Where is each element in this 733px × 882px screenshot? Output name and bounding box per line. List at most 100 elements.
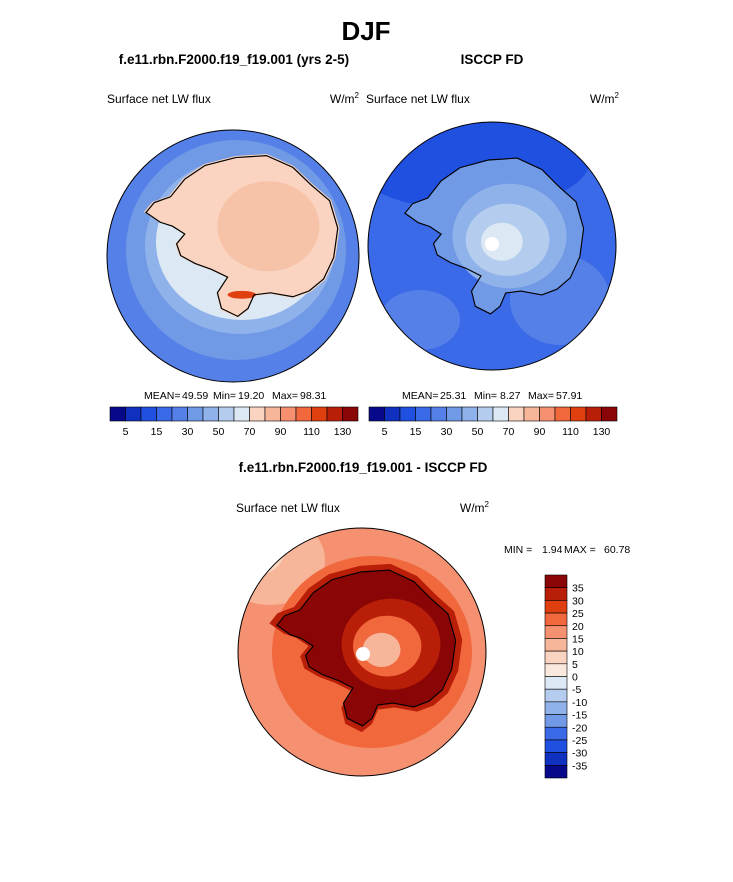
- stat-max-value: 57.91: [556, 390, 582, 402]
- stat-min-value: 19.20: [238, 390, 264, 402]
- colorbar-swatch: [461, 406, 478, 422]
- field-interior-warm: [217, 181, 320, 272]
- colorbar-swatch: [446, 406, 463, 422]
- colorbar-swatch: [554, 406, 571, 422]
- colorbar-tick-label: -35: [572, 760, 587, 772]
- colorbar-swatch: [544, 600, 568, 614]
- missing-pole: [356, 647, 370, 661]
- panel-obs-map: [368, 122, 616, 370]
- colorbar-swatch: [125, 406, 142, 422]
- colorbar-swatch: [295, 406, 312, 422]
- stat-max-label: Max=: [528, 390, 554, 402]
- colorbar-swatch: [544, 625, 568, 639]
- colorbar-swatch: [171, 406, 188, 422]
- colorbar-swatch: [311, 406, 328, 422]
- panel-obs-case-title: ISCCP FD: [461, 52, 524, 67]
- panel-diff-variable: Surface net LW flux: [236, 501, 340, 515]
- colorbar-tick-label: 130: [334, 426, 352, 438]
- panel-model-colorbar: 5 15 30 50 70 90 110 130: [109, 406, 359, 438]
- colorbar-tick-label: 110: [562, 426, 579, 438]
- panel-diff-stats: MIN = 1.94 MAX = 60.78: [504, 544, 630, 556]
- panel-model-map-border: [106, 129, 360, 383]
- colorbar-tick-label: 90: [534, 426, 546, 438]
- panel-obs-variable: Surface net LW flux: [366, 92, 470, 106]
- missing-pole: [485, 237, 499, 251]
- colorbar-swatch: [544, 663, 568, 677]
- panel-model-map: [107, 130, 359, 382]
- colorbar-tick-label: 15: [151, 426, 163, 438]
- stat-max-label: Max=: [272, 390, 298, 402]
- colorbar-tick-label: 0: [572, 672, 578, 684]
- stat-min-value: 1.94: [542, 544, 563, 556]
- colorbar-tick-label: 25: [572, 608, 584, 620]
- colorbar-swatch: [109, 406, 126, 422]
- colorbar-tick-label: 30: [182, 426, 194, 438]
- colorbar-tick-label: 20: [572, 621, 584, 633]
- colorbar-swatch: [156, 406, 173, 422]
- colorbar-tick-label: -5: [572, 684, 581, 696]
- colorbar-swatch: [585, 406, 602, 422]
- panel-model-stats: MEAN= 49.59 Min= 19.20 Max= 98.31: [144, 390, 326, 402]
- colorbar-swatch: [202, 406, 219, 422]
- stat-min-label: MIN =: [504, 544, 532, 556]
- panel-obs-colorbar: 5 15 30 50 70 90 110 130: [368, 406, 618, 438]
- colorbar-tick-label: 30: [572, 595, 584, 607]
- colorbar-swatch: [342, 406, 359, 422]
- colorbar-swatch: [384, 406, 401, 422]
- colorbar-tick-label: 110: [303, 426, 320, 438]
- colorbar-swatch: [326, 406, 343, 422]
- stat-max-value: 98.31: [300, 390, 326, 402]
- panel-diff: f.e11.rbn.F2000.f19_f19.001 - ISCCP FD S…: [236, 460, 630, 779]
- field-interior-3: [481, 222, 523, 261]
- colorbar-swatch: [218, 406, 235, 422]
- colorbar-swatch: [544, 739, 568, 753]
- field-ross-peak: [227, 290, 257, 299]
- season-title: DJF: [341, 16, 390, 46]
- stat-max-value: 60.78: [604, 544, 630, 556]
- colorbar-swatch: [280, 406, 297, 422]
- colorbar-tick-label: -30: [572, 748, 587, 760]
- field-interior-3: [362, 632, 401, 667]
- colorbar-tick-label: 5: [123, 426, 129, 438]
- colorbar-swatch: [477, 406, 494, 422]
- colorbar-tick-label: 5: [572, 659, 578, 671]
- colorbar-tick-label: 30: [441, 426, 453, 438]
- colorbar-tick-label: 35: [572, 583, 584, 595]
- colorbar-tick-label: 5: [382, 426, 388, 438]
- colorbar-swatch: [140, 406, 157, 422]
- colorbar-swatch: [233, 406, 250, 422]
- colorbar-tick-label: 130: [593, 426, 611, 438]
- panel-model-case-title: f.e11.rbn.F2000.f19_f19.001 (yrs 2-5): [119, 52, 349, 67]
- stat-mean-label: MEAN=: [144, 390, 180, 402]
- stat-min-value: 8.27: [500, 390, 521, 402]
- colorbar-tick-label: -25: [572, 735, 587, 747]
- colorbar-swatch: [544, 638, 568, 652]
- stat-mean-value: 49.59: [182, 390, 208, 402]
- colorbar-swatch: [523, 406, 540, 422]
- colorbar-tick-label: 15: [410, 426, 422, 438]
- panel-diff-units: W/m2: [460, 500, 490, 515]
- colorbar-swatch: [601, 406, 618, 422]
- panel-model-units: W/m2: [330, 91, 360, 106]
- colorbar-swatch: [544, 612, 568, 627]
- colorbar-swatch: [399, 406, 416, 422]
- colorbar-swatch: [368, 406, 385, 422]
- colorbar-tick-label: -10: [572, 697, 587, 709]
- panel-diff-map: [238, 528, 486, 776]
- colorbar-tick-label: 70: [503, 426, 515, 438]
- colorbar-swatch: [508, 406, 525, 422]
- panel-obs-units: W/m2: [590, 91, 620, 106]
- stat-min-label: Min=: [213, 390, 236, 402]
- colorbar-tick-label: 50: [213, 426, 225, 438]
- colorbar-swatch: [492, 406, 509, 422]
- colorbar-tick-label: -15: [572, 710, 587, 722]
- colorbar-tick-label: 90: [275, 426, 287, 438]
- stat-mean-label: MEAN=: [402, 390, 438, 402]
- colorbar-swatch: [539, 406, 556, 422]
- colorbar-tick-label: 10: [572, 646, 584, 658]
- panel-obs-stats: MEAN= 25.31 Min= 8.27 Max= 57.91: [402, 390, 582, 402]
- colorbar-swatch: [430, 406, 447, 422]
- stat-min-label: Min=: [474, 390, 497, 402]
- colorbar-swatch: [544, 688, 568, 703]
